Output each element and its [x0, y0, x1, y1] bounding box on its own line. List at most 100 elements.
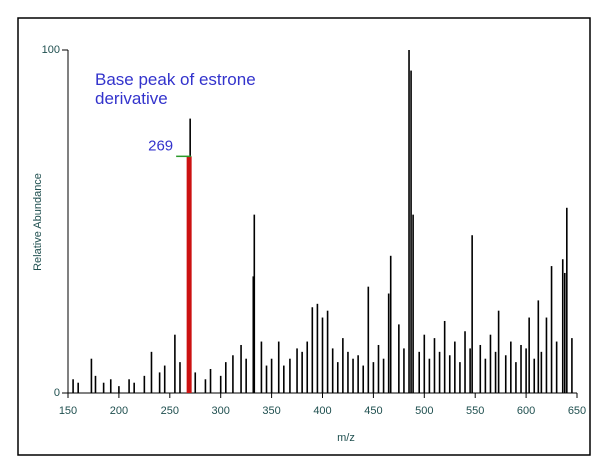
peak	[260, 341, 263, 393]
peak	[515, 362, 517, 393]
highlight-label: 269	[148, 137, 173, 154]
peak	[525, 348, 527, 393]
peak	[533, 358, 536, 393]
peak	[443, 320, 446, 393]
x-tick-label: 650	[568, 405, 586, 417]
peak	[489, 334, 492, 393]
peak	[240, 344, 242, 393]
peak	[418, 351, 421, 393]
peak	[209, 368, 212, 393]
peak	[94, 375, 97, 393]
peak	[133, 382, 135, 393]
peak	[102, 382, 105, 393]
peak	[245, 358, 247, 393]
peak	[296, 348, 298, 393]
peak	[321, 317, 324, 393]
peak	[331, 348, 334, 393]
peak	[561, 259, 564, 393]
x-tick-label: 400	[313, 405, 331, 417]
peak	[352, 358, 354, 393]
peak	[428, 358, 431, 393]
peak	[128, 379, 130, 393]
x-tick-label: 300	[212, 405, 230, 417]
peak	[550, 266, 553, 393]
peak	[438, 351, 441, 393]
peak	[342, 338, 344, 393]
peak	[265, 365, 268, 393]
peak	[448, 355, 451, 393]
peak	[232, 355, 234, 393]
peak	[563, 272, 566, 393]
peak	[403, 348, 405, 393]
peak	[464, 331, 466, 393]
peak	[387, 293, 390, 393]
peak	[389, 255, 392, 393]
y-tick-label: 0	[54, 387, 60, 399]
peak	[90, 358, 93, 393]
y-tick-label: 100	[42, 44, 60, 56]
peak	[311, 307, 314, 393]
peak	[377, 344, 380, 393]
peak	[497, 310, 500, 393]
peak	[372, 362, 375, 393]
peak	[471, 235, 473, 393]
peak	[362, 365, 365, 393]
peak	[204, 379, 207, 393]
peak	[545, 317, 548, 393]
peak	[316, 303, 319, 393]
peak	[433, 338, 436, 393]
peak	[277, 341, 280, 393]
peak	[423, 334, 426, 393]
peak	[504, 355, 507, 393]
x-tick-label: 150	[59, 405, 77, 417]
peak	[174, 334, 176, 393]
peak	[252, 276, 255, 393]
x-tick-label: 450	[364, 405, 382, 417]
annotation: Base peak of estrone derivative	[95, 70, 256, 108]
x-tick-label: 200	[110, 405, 128, 417]
x-tick-label: 500	[415, 405, 433, 417]
peak	[382, 358, 385, 393]
peak	[537, 300, 540, 393]
peak	[347, 351, 349, 393]
peak	[150, 351, 153, 393]
peak	[510, 341, 512, 393]
x-tick-label: 600	[517, 405, 535, 417]
x-tick-label: 350	[262, 405, 280, 417]
peak	[289, 358, 291, 393]
peak	[306, 341, 309, 393]
peak	[224, 362, 227, 393]
peak	[336, 362, 339, 393]
peak	[357, 355, 359, 393]
peak	[163, 365, 166, 393]
peak	[469, 348, 471, 393]
peak	[520, 344, 522, 393]
peak	[410, 70, 412, 393]
highlight-peak	[186, 156, 192, 393]
peak	[494, 351, 497, 393]
peak	[109, 379, 112, 393]
peak	[253, 214, 256, 393]
peak	[326, 310, 329, 393]
x-tick-label: 550	[466, 405, 484, 417]
x-axis-label: m/z	[337, 432, 355, 444]
x-tick-label: 250	[161, 405, 179, 417]
peak	[454, 341, 456, 393]
peak	[412, 214, 414, 393]
peak	[77, 382, 79, 393]
peak	[479, 344, 482, 393]
peak	[408, 50, 410, 393]
peak	[270, 358, 273, 393]
peak	[143, 375, 146, 393]
peak	[571, 338, 573, 393]
peak	[528, 317, 530, 393]
peak	[566, 207, 568, 393]
peak	[219, 375, 222, 393]
peak	[283, 365, 285, 393]
peak	[194, 372, 197, 393]
peak	[301, 351, 303, 393]
peak	[540, 351, 543, 393]
peak	[118, 386, 120, 393]
